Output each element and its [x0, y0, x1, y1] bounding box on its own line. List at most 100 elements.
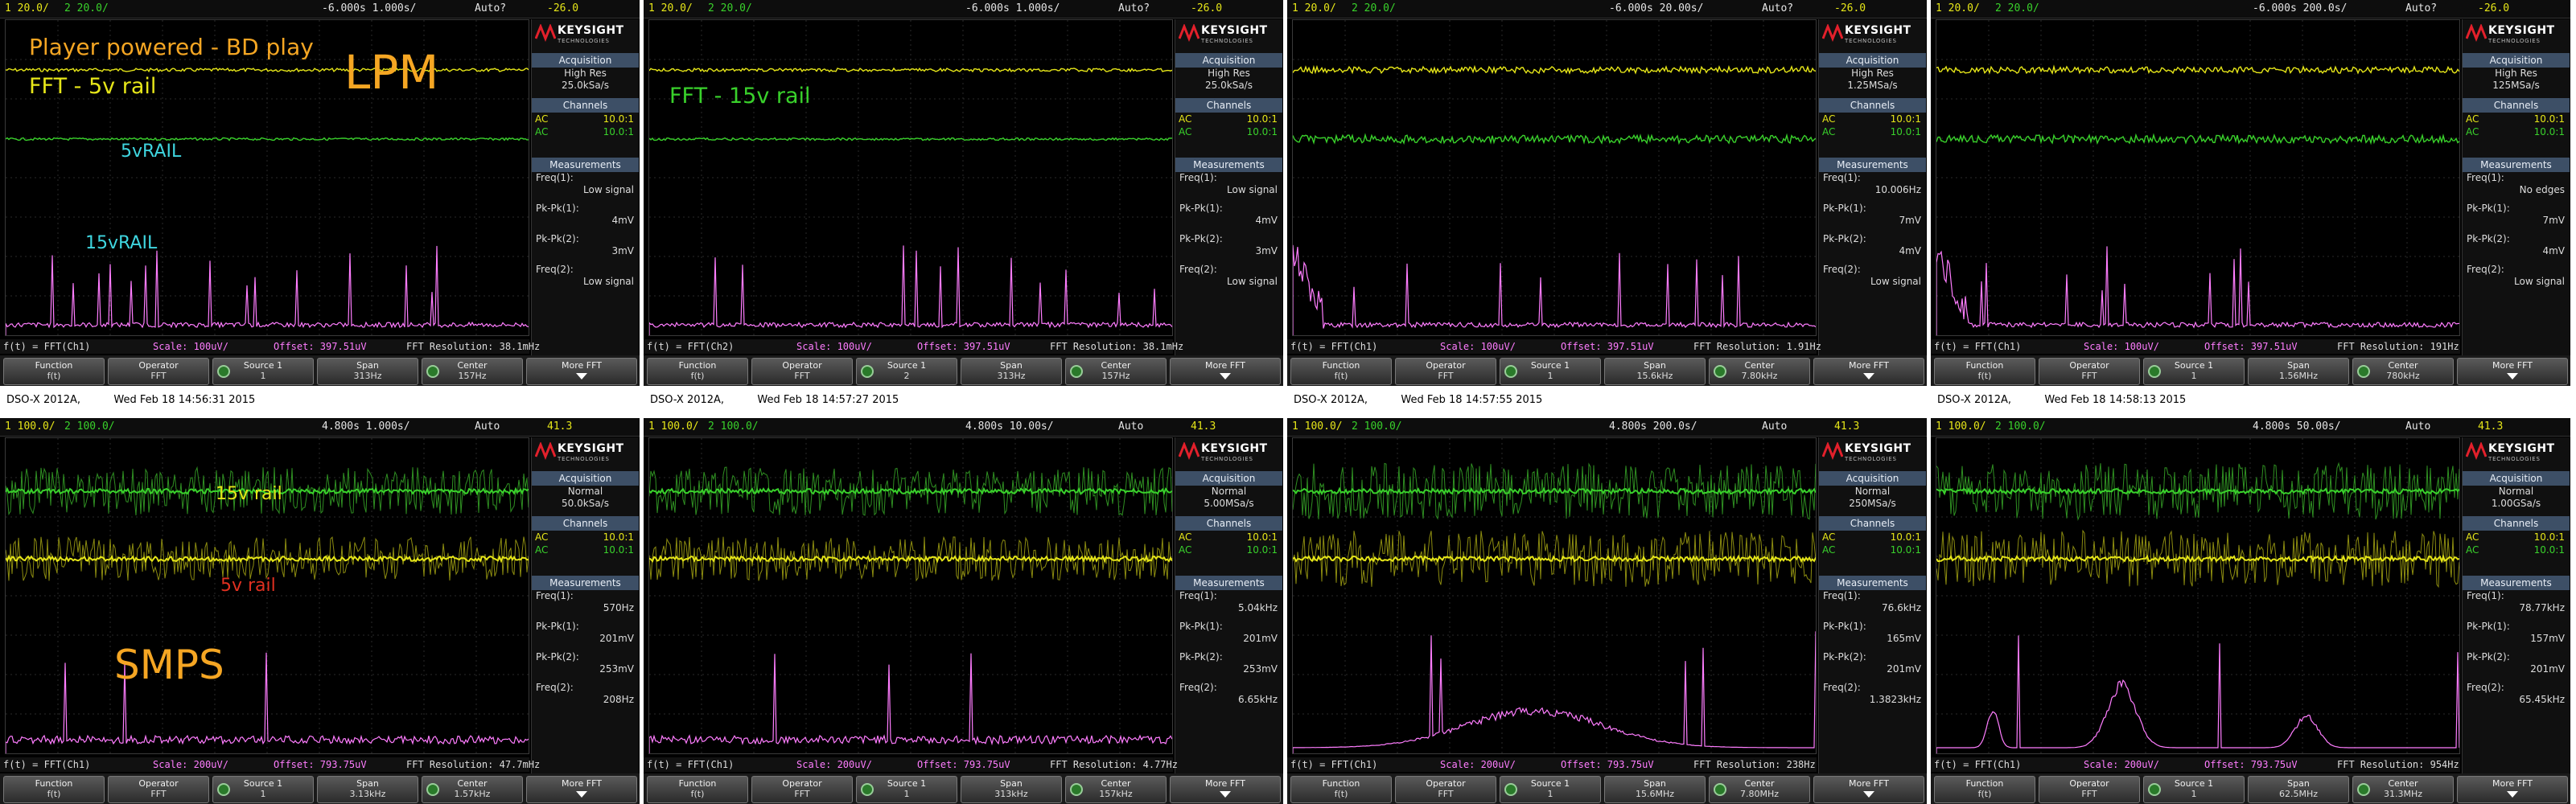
span-button[interactable]: Span 313Hz — [961, 358, 1062, 385]
function-button[interactable]: Function f(t) — [647, 358, 748, 385]
trigger-level[interactable]: 41.3 — [547, 420, 573, 433]
operator-button[interactable]: Operator FFT — [108, 776, 209, 803]
span-button[interactable]: Span 62.5MHz — [2248, 776, 2349, 803]
waveform-display[interactable] — [1936, 19, 2460, 336]
ch2-scale[interactable]: 2 100.0/ — [708, 420, 759, 433]
trigger-mode[interactable]: Auto — [2405, 420, 2431, 433]
timebase[interactable]: -6.000s 1.000s/ — [965, 2, 1060, 14]
trigger-mode[interactable]: Auto — [1118, 420, 1144, 433]
ch2-scale[interactable]: 2 100.0/ — [1352, 420, 1402, 433]
ch2-scale[interactable]: 2 20.0/ — [64, 2, 109, 14]
ch2-row[interactable]: AC 10.0:1 — [532, 125, 639, 138]
ch1-row[interactable]: AC 10.0:1 — [1819, 531, 1926, 544]
ch2-row[interactable]: AC 10.0:1 — [1175, 544, 1282, 556]
waveform-display[interactable] — [1292, 437, 1817, 754]
trigger-level[interactable]: 41.3 — [1191, 420, 1216, 433]
acquisition-header[interactable]: Acquisition — [1175, 53, 1282, 68]
timebase[interactable]: -6.000s 200.0s/ — [2253, 2, 2348, 14]
center-button[interactable]: Center 157kHz — [1065, 776, 1167, 803]
measurements-header[interactable]: Measurements — [532, 576, 639, 590]
ch1-row[interactable]: AC 10.0:1 — [2463, 531, 2570, 544]
span-button[interactable]: Span 313kHz — [961, 776, 1062, 803]
ch1-scale[interactable]: 1 20.0/ — [1936, 2, 1980, 14]
timebase[interactable]: 4.800s 1.000s/ — [322, 420, 410, 433]
operator-button[interactable]: Operator FFT — [751, 776, 853, 803]
span-button[interactable]: Span 15.6MHz — [1604, 776, 1706, 803]
ch2-row[interactable]: AC 10.0:1 — [2463, 125, 2570, 138]
timebase[interactable]: 4.800s 50.00s/ — [2253, 420, 2341, 433]
function-button[interactable]: Function f(t) — [3, 776, 105, 803]
trigger-level[interactable]: -26.0 — [2478, 2, 2510, 14]
span-button[interactable]: Span 1.56MHz — [2248, 358, 2349, 385]
trigger-mode[interactable]: Auto? — [2405, 2, 2438, 14]
waveform-display[interactable] — [648, 19, 1173, 336]
center-button[interactable]: Center 157Hz — [422, 358, 523, 385]
ch2-scale[interactable]: 2 20.0/ — [1995, 2, 2039, 14]
waveform-display[interactable] — [1936, 437, 2460, 754]
more-fft-button[interactable]: More FFT — [1813, 358, 1924, 385]
waveform-display[interactable] — [5, 437, 529, 754]
more-fft-button[interactable]: More FFT — [1813, 776, 1924, 803]
trigger-mode[interactable]: Auto — [475, 420, 500, 433]
center-button[interactable]: Center 7.80kHz — [1709, 358, 1810, 385]
measurements-header[interactable]: Measurements — [532, 158, 639, 172]
ch1-row[interactable]: AC 10.0:1 — [1175, 531, 1282, 544]
more-fft-button[interactable]: More FFT — [526, 358, 637, 385]
function-button[interactable]: Function f(t) — [3, 358, 105, 385]
ch1-scale[interactable]: 1 100.0/ — [1936, 420, 1986, 433]
trigger-level[interactable]: 41.3 — [2478, 420, 2504, 433]
timebase[interactable]: -6.000s 1.000s/ — [322, 2, 417, 14]
ch2-row[interactable]: AC 10.0:1 — [532, 544, 639, 556]
ch1-scale[interactable]: 1 100.0/ — [1292, 420, 1343, 433]
span-button[interactable]: Span 3.13kHz — [317, 776, 418, 803]
trigger-mode[interactable]: Auto — [1762, 420, 1788, 433]
channels-header[interactable]: Channels — [2463, 516, 2570, 531]
waveform-display[interactable] — [648, 437, 1173, 754]
trigger-level[interactable]: 41.3 — [1834, 420, 1860, 433]
ch1-row[interactable]: AC 10.0:1 — [1175, 113, 1282, 125]
channels-header[interactable]: Channels — [1819, 516, 1926, 531]
center-button[interactable]: Center 157Hz — [1065, 358, 1167, 385]
acquisition-header[interactable]: Acquisition — [2463, 53, 2570, 68]
measurements-header[interactable]: Measurements — [1175, 158, 1282, 172]
acquisition-header[interactable]: Acquisition — [532, 471, 639, 486]
operator-button[interactable]: Operator FFT — [2039, 358, 2140, 385]
ch1-row[interactable]: AC 10.0:1 — [1819, 113, 1926, 125]
trigger-level[interactable]: -26.0 — [1191, 2, 1223, 14]
acquisition-header[interactable]: Acquisition — [1819, 53, 1926, 68]
more-fft-button[interactable]: More FFT — [1170, 358, 1281, 385]
timebase[interactable]: -6.000s 20.00s/ — [1609, 2, 1704, 14]
operator-button[interactable]: Operator FFT — [108, 358, 209, 385]
more-fft-button[interactable]: More FFT — [1170, 776, 1281, 803]
trigger-mode[interactable]: Auto? — [1118, 2, 1150, 14]
function-button[interactable]: Function f(t) — [647, 776, 748, 803]
ch2-scale[interactable]: 2 20.0/ — [708, 2, 752, 14]
ch1-scale[interactable]: 1 100.0/ — [5, 420, 56, 433]
center-button[interactable]: Center 7.80MHz — [1709, 776, 1810, 803]
channels-header[interactable]: Channels — [1175, 98, 1282, 113]
ch1-scale[interactable]: 1 20.0/ — [1292, 2, 1336, 14]
function-button[interactable]: Function f(t) — [1290, 358, 1392, 385]
function-button[interactable]: Function f(t) — [1934, 776, 2035, 803]
more-fft-button[interactable]: More FFT — [2457, 358, 2568, 385]
measurements-header[interactable]: Measurements — [2463, 158, 2570, 172]
channels-header[interactable]: Channels — [532, 98, 639, 113]
ch2-row[interactable]: AC 10.0:1 — [1819, 544, 1926, 556]
ch1-scale[interactable]: 1 100.0/ — [648, 420, 699, 433]
operator-button[interactable]: Operator FFT — [1395, 776, 1496, 803]
acquisition-header[interactable]: Acquisition — [532, 53, 639, 68]
channels-header[interactable]: Channels — [1175, 516, 1282, 531]
ch1-row[interactable]: AC 10.0:1 — [532, 113, 639, 125]
span-button[interactable]: Span 15.6kHz — [1604, 358, 1706, 385]
measurements-header[interactable]: Measurements — [1819, 576, 1926, 590]
acquisition-header[interactable]: Acquisition — [1819, 471, 1926, 486]
center-button[interactable]: Center 780kHz — [2352, 358, 2454, 385]
ch2-scale[interactable]: 2 100.0/ — [1995, 420, 2046, 433]
